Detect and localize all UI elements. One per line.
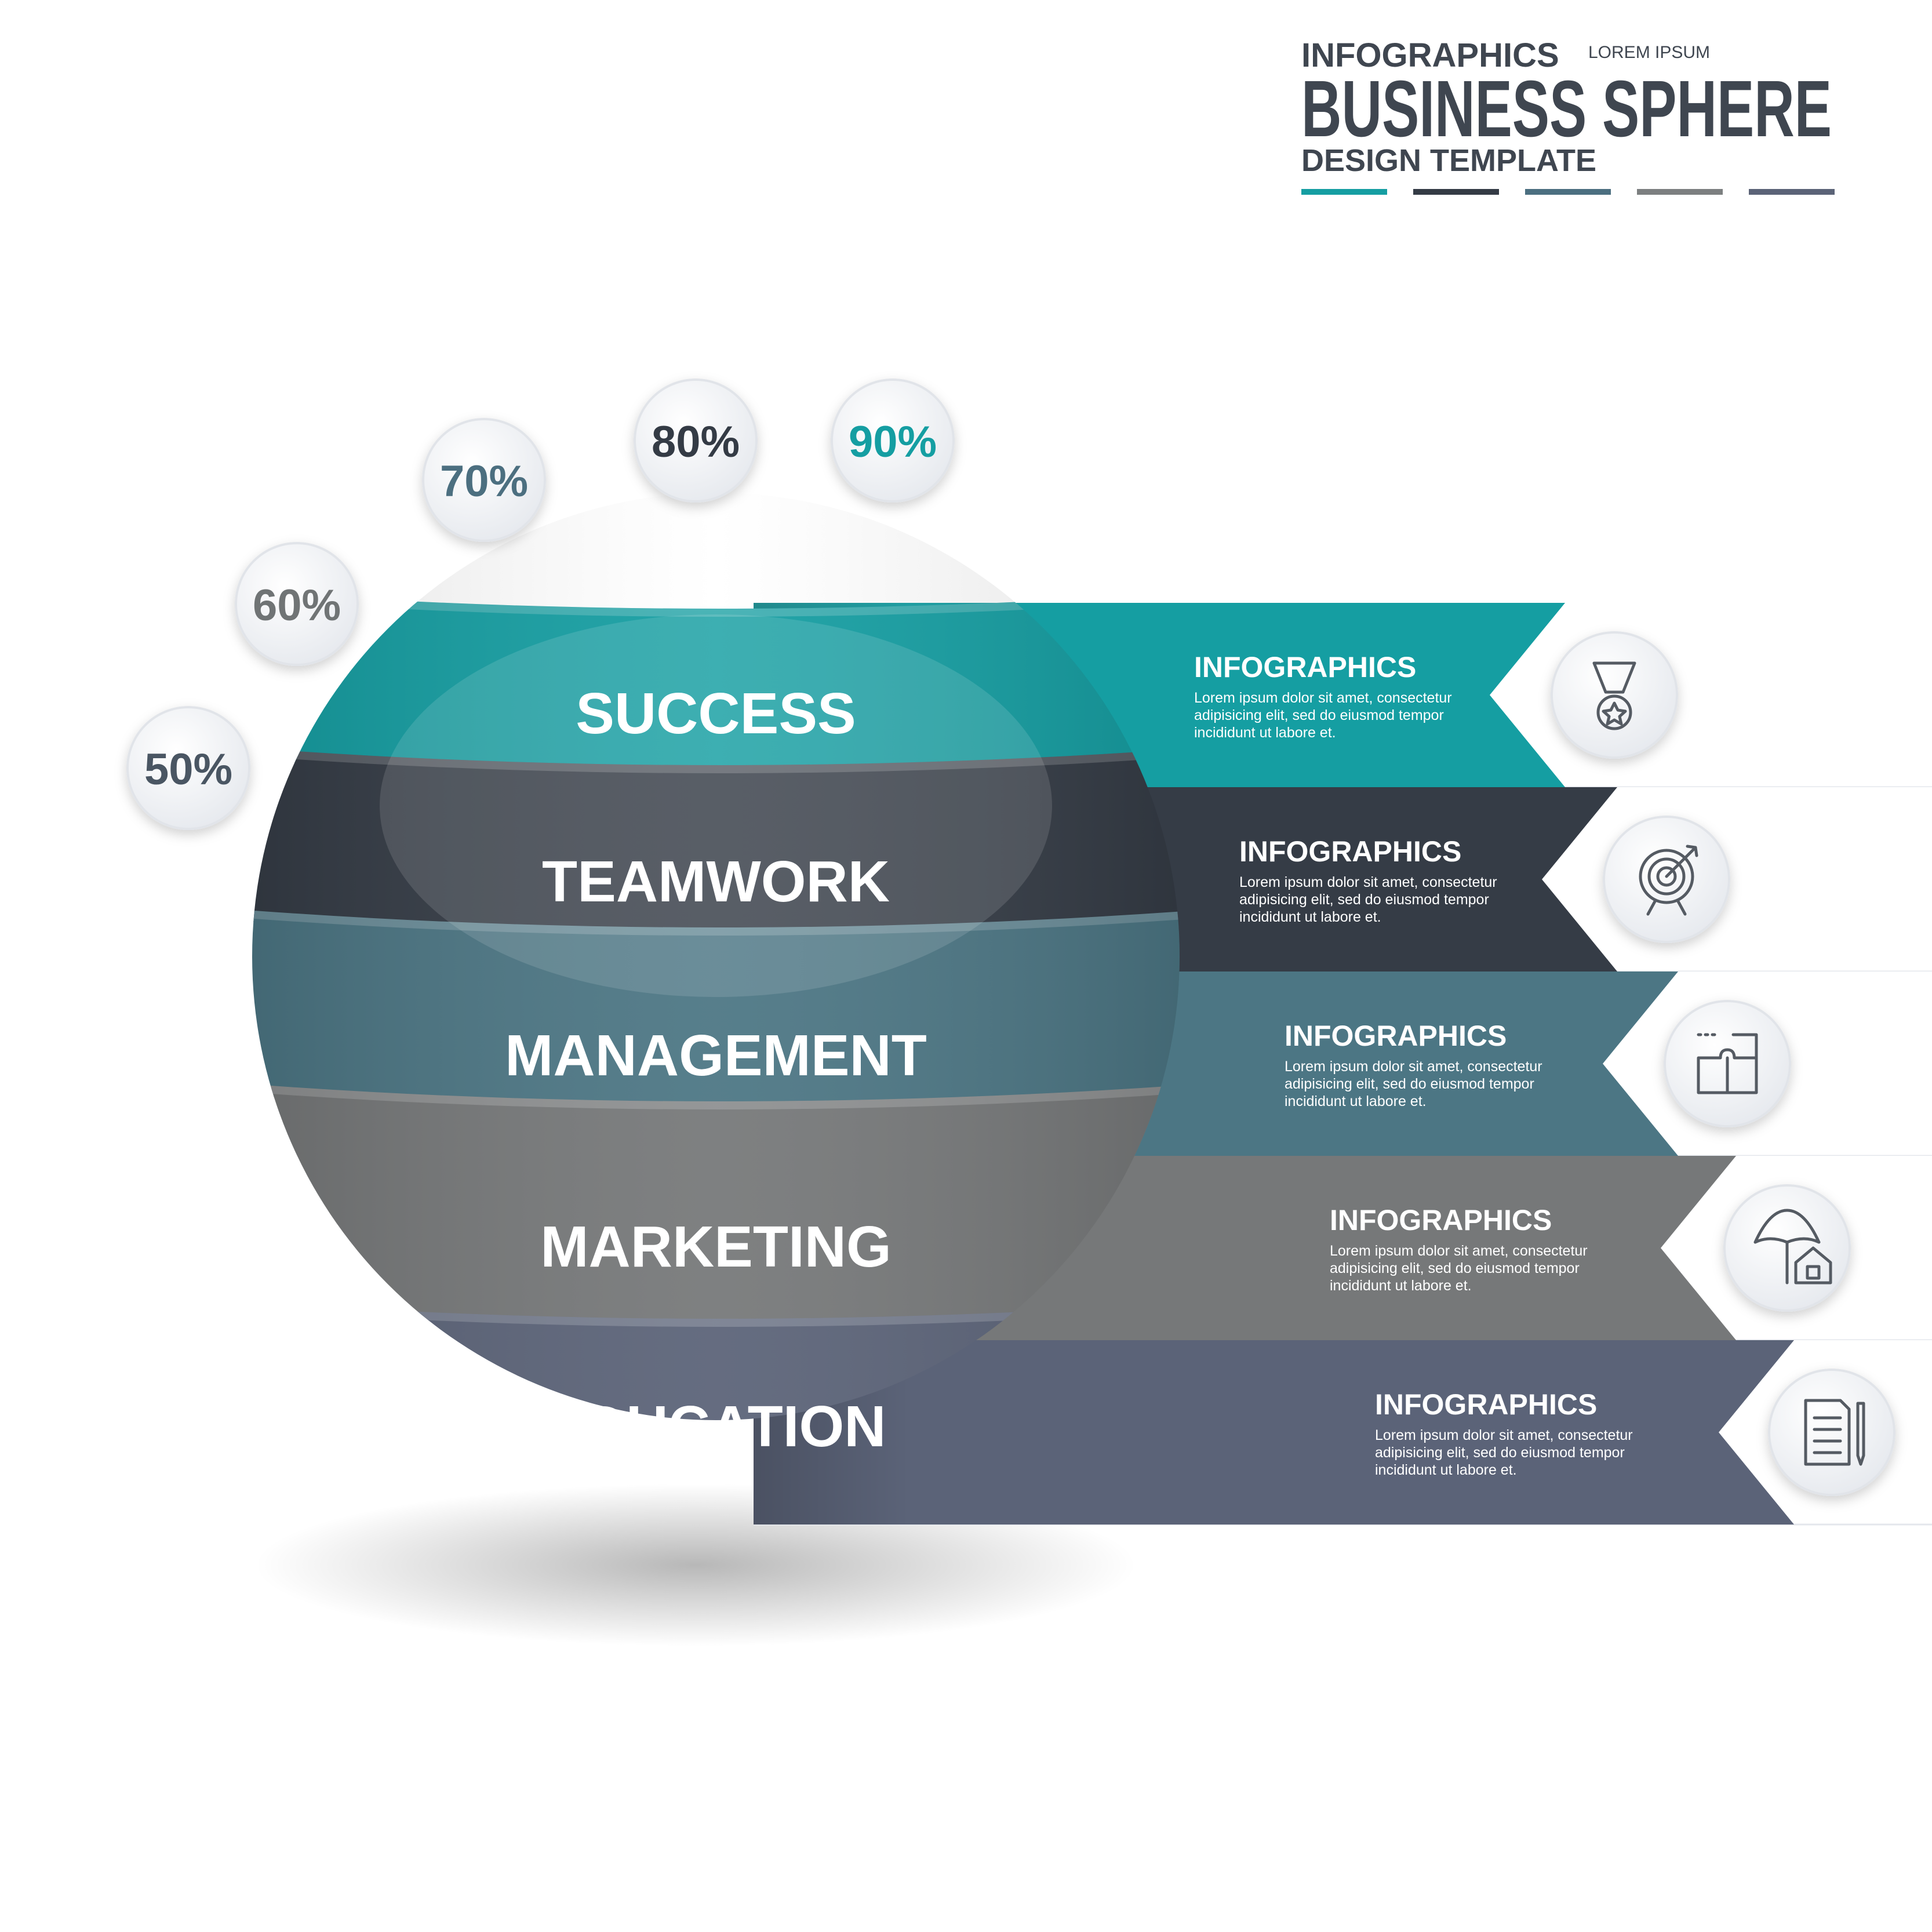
sphere-label-marketing: MARKETING xyxy=(540,1214,892,1279)
icon-circle xyxy=(1603,816,1730,943)
percent-badge xyxy=(422,418,546,542)
medal-icon xyxy=(1592,661,1636,730)
ribbon-body-line: incididunt ut labore et. xyxy=(1285,1093,1427,1109)
ribbon-body-line: adipisicing elit, sed do eiusmod tempor xyxy=(1194,707,1444,723)
ribbon-body-line: incididunt ut labore et. xyxy=(1239,909,1381,925)
header-color-bar xyxy=(1637,189,1723,195)
sphere-label-teamwork: TEAMWORK xyxy=(542,849,890,914)
percent-badges: 50% 60% 70% 80% 90% xyxy=(126,379,955,830)
ribbon-heading: INFOGRAPHICS xyxy=(1330,1204,1552,1236)
header-kicker-small: LOREM IPSUM xyxy=(1588,43,1710,62)
header: INFOGRAPHICS LOREM IPSUM BUSINESS SPHERE… xyxy=(1301,37,1835,195)
percent-badge xyxy=(126,706,250,830)
header-subtitle: DESIGN TEMPLATE xyxy=(1301,143,1596,178)
puzzle-icon xyxy=(1697,1033,1758,1094)
ribbon-body-line: adipisicing elit, sed do eiusmod tempor xyxy=(1285,1076,1534,1092)
ribbon-body-line: adipisicing elit, sed do eiusmod tempor xyxy=(1239,892,1489,908)
header-kicker: INFOGRAPHICS xyxy=(1301,37,1559,74)
header-color-bar xyxy=(1301,189,1387,195)
percent-badge-label: 90% xyxy=(849,417,937,467)
sphere-clip-group xyxy=(252,493,1180,1420)
percent-badge-label: 80% xyxy=(652,417,740,467)
umbrella-house-icon xyxy=(1753,1209,1832,1285)
percent-badge xyxy=(831,379,955,503)
ribbon-body-line: Lorem ipsum dolor sit amet, consectetur xyxy=(1239,874,1497,890)
ribbon-body-line: Lorem ipsum dolor sit amet, consectetur xyxy=(1285,1058,1542,1075)
ribbon-heading: INFOGRAPHICS xyxy=(1239,835,1461,868)
header-color-bar xyxy=(1413,189,1499,195)
header-color-bar xyxy=(1525,189,1611,195)
ribbon-body-line: incididunt ut labore et. xyxy=(1375,1462,1517,1478)
ribbon-body-line: incididunt ut labore et. xyxy=(1194,725,1336,741)
percent-badge-label: 50% xyxy=(144,745,232,794)
sphere-label-management: MANAGEMENT xyxy=(505,1023,927,1088)
sphere-highlight xyxy=(380,614,1052,997)
ribbon-body-line: Lorem ipsum dolor sit amet, consectetur xyxy=(1330,1243,1588,1259)
ribbon-body-line: adipisicing elit, sed do eiusmod tempor xyxy=(1375,1445,1625,1461)
sphere-label-education: EDUCATION xyxy=(545,1394,886,1459)
percent-badge xyxy=(634,379,758,503)
icon-circle xyxy=(1768,1369,1895,1496)
document-pen-icon xyxy=(1804,1399,1865,1466)
header-color-bars xyxy=(1301,189,1835,195)
page-title: BUSINESS SPHERE xyxy=(1301,64,1832,154)
ribbon-heading: INFOGRAPHICS xyxy=(1375,1388,1597,1421)
sphere-shading xyxy=(252,493,1180,1420)
ribbon-body-line: Lorem ipsum dolor sit amet, consectetur xyxy=(1194,690,1452,706)
ribbon-heading: INFOGRAPHICS xyxy=(1194,651,1416,683)
ribbon-heading: INFOGRAPHICS xyxy=(1285,1020,1507,1052)
percent-badge xyxy=(235,542,359,666)
percent-badge-label: 70% xyxy=(440,457,528,506)
percent-badge-label: 60% xyxy=(253,581,341,630)
target-icon xyxy=(1639,845,1698,916)
header-color-bar xyxy=(1749,189,1835,195)
sphere-label-success: SUCCESS xyxy=(576,681,856,746)
icon-circles xyxy=(1420,631,1895,1627)
business-sphere: SUCCESS TEAMWORK MANAGEMENT MARKETING EDUCAT… xyxy=(252,493,1180,1459)
ribbon-body-line: adipisicing elit, sed do eiusmod tempor xyxy=(1330,1260,1580,1276)
ribbon-body-line: Lorem ipsum dolor sit amet, consectetur xyxy=(1375,1427,1633,1443)
ribbon-body-line: incididunt ut labore et. xyxy=(1330,1278,1472,1294)
